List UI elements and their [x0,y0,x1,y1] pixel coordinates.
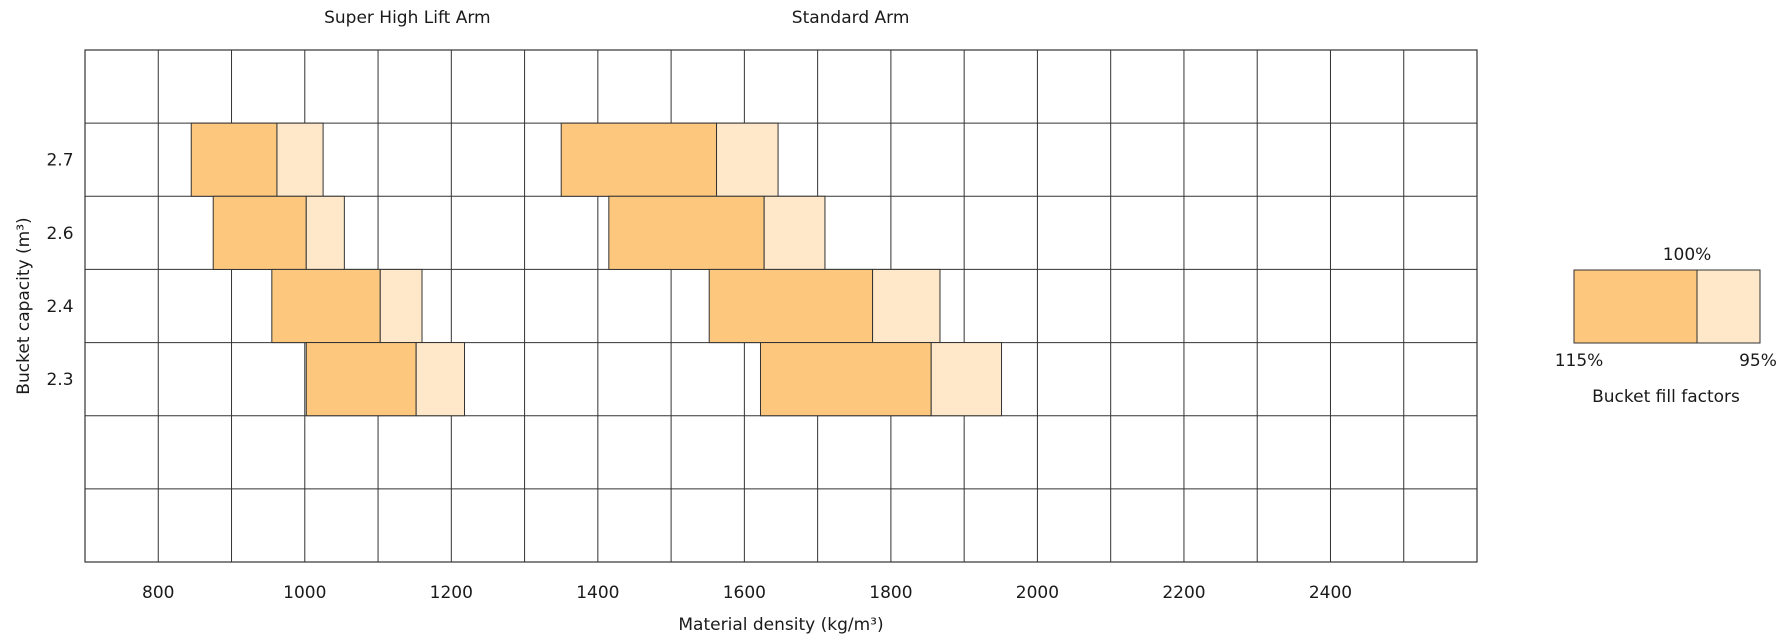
legend-label-115: 115% [1555,351,1604,371]
y-tick-label: 2.4 [46,297,73,317]
x-tick-labels: 800 1000 1200 1400 1600 1800 2000 2200 2400 [142,583,1352,603]
group-label: Super High Lift Arm [324,8,491,28]
x-tick-label: 1000 [283,583,326,603]
x-tick-label: 2200 [1162,583,1205,603]
legend-swatch-100-95 [1696,269,1761,344]
bar-standard-arm-2.4-115-100 [708,268,874,344]
legend-title: Bucket fill factors [1592,387,1740,407]
plot-border [84,49,1478,563]
y-tick-label: 2.3 [46,370,73,390]
bars [190,122,1003,417]
x-axis-title: Material density (kg/m³) [678,615,883,635]
legend-label-100: 100% [1663,245,1712,265]
legend-swatch-115-100 [1573,269,1698,344]
group-label: Standard Arm [792,8,910,28]
bar-standard-arm-2.3-115-100 [759,342,932,417]
plot-frame [84,49,1478,563]
y-tick-labels: 2.7 2.6 2.4 2.3 [46,151,73,390]
bar-super-high-lift-arm-2.3-115-100 [305,342,417,417]
legend-label-95: 95% [1739,351,1777,371]
bar-super-high-lift-arm-2.6-115-100 [212,195,307,270]
x-tick-label: 2000 [1016,583,1059,603]
x-tick-label: 800 [142,583,174,603]
legend: 100% 115% 95% Bucket fill factors [1555,245,1777,407]
bar-standard-arm-2.3-100-95 [930,342,1003,417]
x-tick-label: 2400 [1309,583,1352,603]
x-tick-label: 1600 [723,583,766,603]
group-labels: Super High Lift Arm Standard Arm [324,8,909,28]
bar-super-high-lift-arm-2.7-115-100 [190,122,278,197]
bar-super-high-lift-arm-2.4-115-100 [271,268,381,344]
bar-standard-arm-2.4-100-95 [872,268,941,344]
bar-standard-arm-2.7-100-95 [716,122,779,197]
y-tick-label: 2.6 [46,224,73,244]
bar-standard-arm-2.7-115-100 [560,122,718,197]
y-axis-title: Bucket capacity (m³) [14,217,34,394]
x-tick-label: 1800 [869,583,912,603]
x-tick-label: 1400 [576,583,619,603]
bar-super-high-lift-arm-2.3-100-95 [415,342,466,417]
bar-super-high-lift-arm-2.6-100-95 [305,195,345,270]
bar-standard-arm-2.6-115-100 [608,195,765,270]
bar-standard-arm-2.6-100-95 [763,195,826,270]
y-tick-label: 2.7 [46,151,73,171]
bar-super-high-lift-arm-2.7-100-95 [276,122,324,197]
x-tick-label: 1200 [430,583,473,603]
bar-super-high-lift-arm-2.4-100-95 [379,268,423,344]
